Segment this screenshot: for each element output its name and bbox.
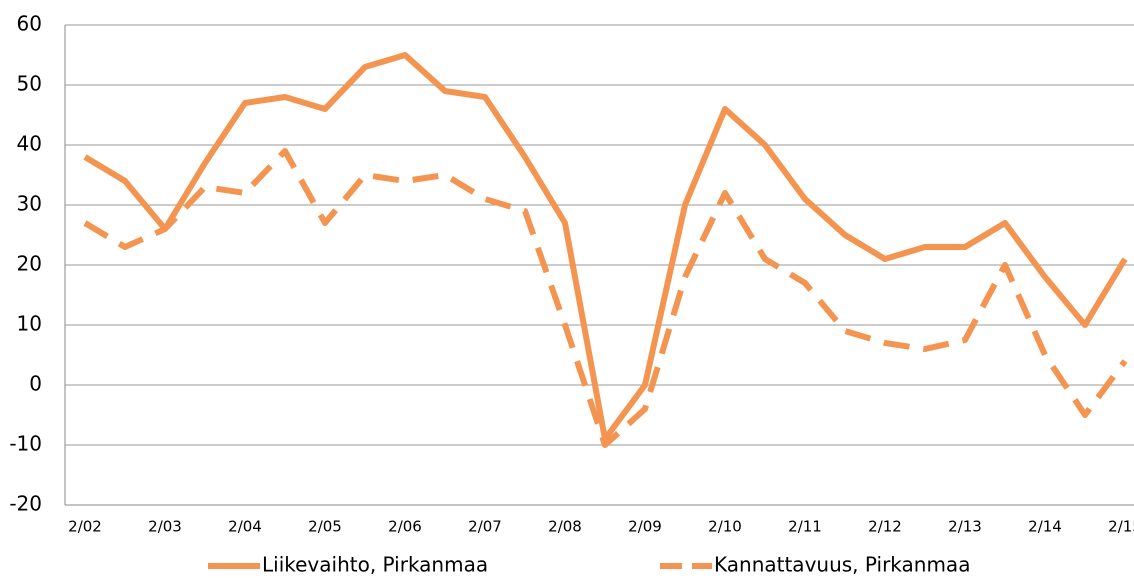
- y-tick-label: 0: [29, 372, 42, 396]
- y-tick-label: 60: [17, 12, 42, 36]
- y-tick-label: 10: [17, 312, 42, 336]
- x-tick-label: 2/07: [468, 518, 502, 536]
- x-tick-label: 2/13: [948, 518, 982, 536]
- x-tick-label: 2/11: [788, 518, 822, 536]
- x-tick-label: 2/15: [1108, 518, 1134, 536]
- x-tick-label: 2/10: [708, 518, 742, 536]
- x-tick-label: 2/06: [388, 518, 422, 536]
- x-tick-label: 2/04: [228, 518, 262, 536]
- x-tick-label: 2/02: [68, 518, 102, 536]
- y-tick-label: 50: [17, 72, 42, 96]
- x-tick-label: 2/08: [548, 518, 582, 536]
- y-tick-label: -20: [9, 492, 42, 516]
- y-tick-label: 20: [17, 252, 42, 276]
- x-tick-label: 2/14: [1028, 518, 1062, 536]
- x-tick-label: 2/03: [148, 518, 182, 536]
- x-tick-label: 2/12: [868, 518, 902, 536]
- y-tick-label: 30: [17, 192, 42, 216]
- line-series: [83, 52, 1128, 442]
- legend-label: Liikevaihto, Pirkanmaa: [262, 553, 488, 577]
- x-tick-label: 2/05: [308, 518, 342, 536]
- x-tick-label: 2/09: [628, 518, 662, 536]
- legend-label: Kannattavuus, Pirkanmaa: [714, 553, 970, 577]
- y-tick-label: 40: [17, 132, 42, 156]
- y-tick-label: -10: [9, 432, 42, 456]
- line-series: [83, 148, 1128, 448]
